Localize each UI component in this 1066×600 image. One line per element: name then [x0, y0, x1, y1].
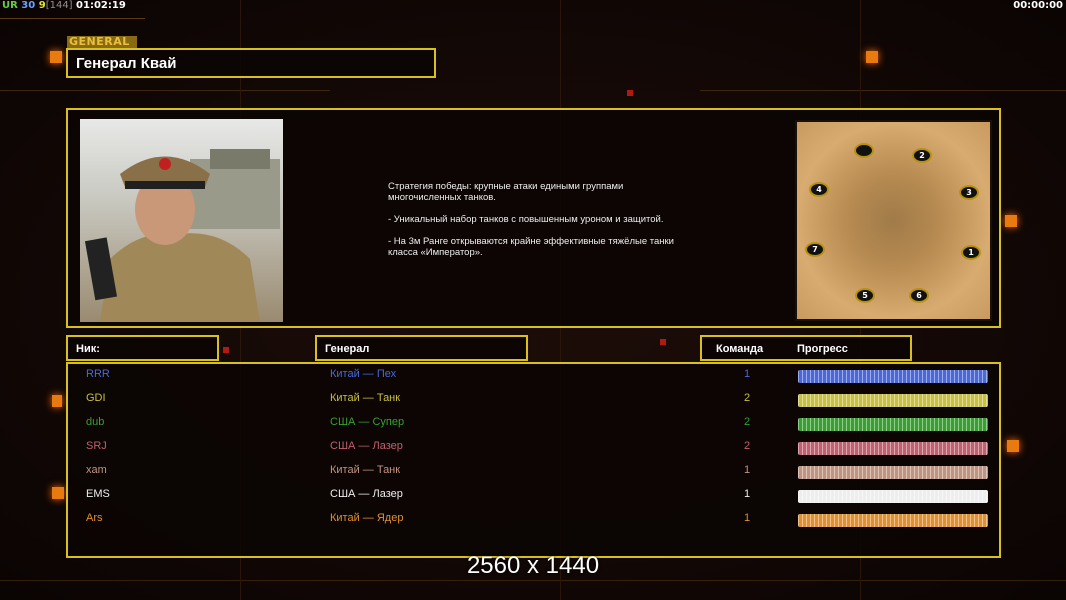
player-row[interactable]: Ars Китай — Ядер 1: [68, 512, 999, 532]
decor-square: [1005, 215, 1017, 227]
status-time: 01:02:19: [72, 0, 126, 11]
status-part: 30: [17, 0, 36, 11]
decor-square: [866, 51, 878, 63]
player-team[interactable]: 1: [744, 464, 751, 476]
column-header-team-progress: Команда Прогресс: [700, 335, 912, 361]
player-progress-bar: [798, 418, 988, 431]
player-nick: RRR: [86, 368, 110, 380]
decor-square: [52, 487, 64, 499]
general-info-panel: Стратегия победы: крупные атаки едиными …: [66, 108, 1001, 328]
decor-square: [1007, 440, 1019, 452]
player-team[interactable]: 1: [744, 512, 751, 524]
status-part: UR: [2, 0, 18, 11]
player-progress-bar: [798, 370, 988, 383]
player-general[interactable]: США — Лазер: [330, 440, 403, 452]
general-tag: GENERAL: [67, 36, 137, 48]
column-header-general: Генерал: [315, 335, 528, 361]
player-general[interactable]: Китай — Танк: [330, 392, 401, 404]
player-progress-bar: [798, 514, 988, 527]
player-general[interactable]: США — Лазер: [330, 488, 403, 500]
player-row[interactable]: xam Китай — Танк 1: [68, 464, 999, 484]
divider: [0, 90, 330, 91]
player-nick: Ars: [86, 512, 103, 524]
map-start-slot[interactable]: [854, 143, 874, 158]
player-row[interactable]: EMS США — Лазер 1: [68, 488, 999, 508]
column-header-team: Команда: [716, 343, 764, 355]
decor-square: [223, 347, 229, 353]
decor-square: [627, 90, 633, 96]
player-general[interactable]: Китай — Пех: [330, 368, 397, 380]
player-row[interactable]: dub США — Супер 2: [68, 416, 999, 436]
page-title: Генерал Квай: [66, 48, 436, 78]
map-start-slot[interactable]: 1: [961, 245, 981, 260]
divider: [0, 580, 1066, 581]
player-row[interactable]: RRR Китай — Пех 1: [68, 368, 999, 388]
decor-square: [52, 395, 62, 407]
player-nick: dub: [86, 416, 105, 428]
player-general[interactable]: Китай — Танк: [330, 464, 401, 476]
player-nick: xam: [86, 464, 107, 476]
status-part: [144]: [45, 0, 73, 11]
player-team[interactable]: 2: [744, 416, 751, 428]
player-general[interactable]: Китай — Ядер: [330, 512, 404, 524]
player-list: RRR Китай — Пех 1 GDI Китай — Танк 2 dub…: [66, 362, 1001, 558]
general-portrait-image: [84, 149, 280, 322]
map-start-slot[interactable]: 4: [809, 182, 829, 197]
map-start-slot[interactable]: 3: [959, 185, 979, 200]
player-row[interactable]: GDI Китай — Танк 2: [68, 392, 999, 412]
map-preview: 2 4 3 7 1 5 6: [795, 120, 992, 321]
player-progress-bar: [798, 394, 988, 407]
column-header-progress: Прогресс: [797, 343, 848, 355]
map-start-slot[interactable]: 2: [912, 148, 932, 163]
player-nick: EMS: [86, 488, 110, 500]
map-start-slot[interactable]: 6: [909, 288, 929, 303]
decor-square: [660, 339, 666, 345]
resolution-watermark: 2560 x 1440: [466, 552, 600, 579]
player-row[interactable]: SRJ США — Лазер 2: [68, 440, 999, 460]
player-general[interactable]: США — Супер: [330, 416, 405, 428]
column-header-nick: Ник:: [66, 335, 219, 361]
divider: [0, 18, 145, 19]
general-description: Стратегия победы: крупные атаки едиными …: [388, 181, 674, 258]
divider: [700, 90, 1066, 91]
player-nick: SRJ: [86, 440, 107, 452]
map-start-slot[interactable]: 5: [855, 288, 875, 303]
player-progress-bar: [798, 466, 988, 479]
player-team[interactable]: 1: [744, 368, 751, 380]
player-team[interactable]: 2: [744, 392, 751, 404]
map-start-slot[interactable]: 7: [805, 242, 825, 257]
decor-square: [50, 51, 62, 63]
player-progress-bar: [798, 490, 988, 503]
timer: 00:00:00: [1013, 0, 1063, 11]
general-portrait: [80, 119, 283, 322]
player-nick: GDI: [86, 392, 106, 404]
game-status: UR 30 9[144] 01:02:19: [2, 0, 126, 11]
status-part: 9: [35, 0, 46, 11]
player-progress-bar: [798, 442, 988, 455]
player-team[interactable]: 1: [744, 488, 751, 500]
player-team[interactable]: 2: [744, 440, 751, 452]
